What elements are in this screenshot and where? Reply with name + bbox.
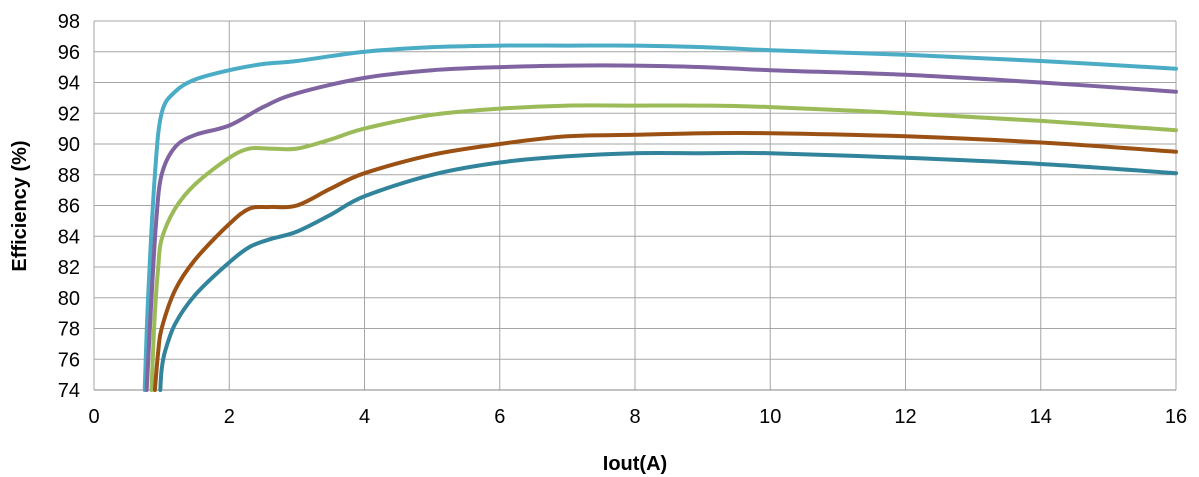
x-tick-label: 12: [894, 406, 916, 428]
y-tick-label: 74: [58, 380, 80, 402]
series-line-2: [144, 63, 1178, 392]
y-tick-label: 80: [58, 288, 80, 310]
y-tick-label: 90: [58, 134, 80, 156]
x-tick-label: 0: [88, 406, 99, 428]
x-tick-label: 6: [494, 406, 505, 428]
x-axis-title: Iout(A): [603, 453, 667, 475]
x-tick-label: 16: [1165, 406, 1187, 428]
y-tick-label: 86: [58, 196, 80, 218]
x-tick-label: 14: [1030, 406, 1052, 428]
y-axis-title: Efficiency (%): [9, 140, 31, 271]
series-line-4: [152, 130, 1178, 392]
series-group: [142, 43, 1178, 392]
y-tick-label: 88: [58, 165, 80, 187]
series-line-1: [142, 43, 1178, 392]
y-tick-label: 82: [58, 257, 80, 279]
series-line-5: [158, 150, 1178, 392]
y-tick-label: 96: [58, 42, 80, 64]
x-tick-label: 4: [359, 406, 370, 428]
series-line-3: [149, 103, 1178, 392]
y-tick-label: 98: [58, 11, 80, 33]
y-tick-label: 92: [58, 103, 80, 125]
y-tick-label: 76: [58, 349, 80, 371]
y-tick-label: 94: [58, 73, 80, 95]
x-tick-label: 2: [224, 406, 235, 428]
y-tick-label: 84: [58, 226, 80, 248]
x-tick-label: 10: [759, 406, 781, 428]
y-tick-label: 78: [58, 319, 80, 341]
x-tick-label: 8: [629, 406, 640, 428]
tick-labels: 74 76 78 80 82 84 86 88 90 92 94 96 98 0 2 4 6 8 10 12 14 16: [58, 11, 1187, 428]
